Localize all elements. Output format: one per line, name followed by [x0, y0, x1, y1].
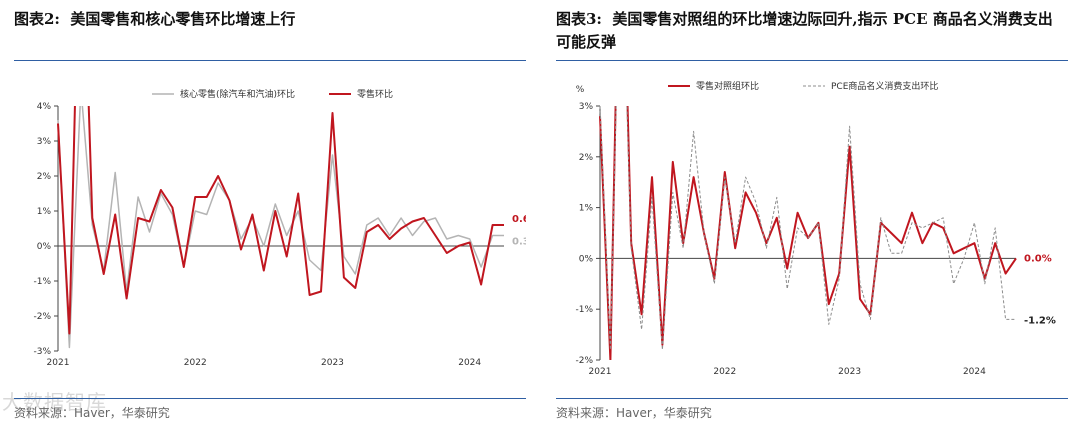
x-tick-label: 2024 — [963, 367, 986, 377]
end-value-label: 0.0% — [1024, 253, 1052, 264]
series-line-1 — [57, 106, 504, 349]
x-tick-label: 2021 — [47, 358, 70, 368]
end-value-label: -1.2% — [1024, 315, 1056, 326]
title-rule — [14, 60, 526, 61]
y-tick-label: -2% — [575, 356, 593, 366]
end-value-label: 0.6% — [512, 214, 526, 225]
y-tick-label: -3% — [33, 347, 51, 357]
figure-title: 图表2: 美国零售和核心零售环比增速上行 — [14, 10, 296, 28]
end-value-label: 0.3% — [512, 237, 526, 248]
source-note: 资料来源：Haver，华泰研究 — [556, 406, 712, 420]
control-group-line-chart: -2% -1% 0% 1% 2% 3%% 2021 2022 2023 2024 零售对照组环比 PC… — [575, 80, 1056, 377]
legend-label: 零售对照组环比 — [696, 80, 759, 92]
x-tick-label: 2023 — [838, 367, 861, 377]
source-rule — [14, 398, 526, 399]
y-unit-label: % — [576, 85, 585, 95]
series-line-2 — [57, 106, 504, 335]
figure-title: 图表3: 美国零售对照组的环比增速边际回升,指示 PCE 商品名义消费支出可能反… — [556, 10, 1053, 51]
chart-panel-control-group: 图表3: 美国零售对照组的环比增速边际回升,指示 PCE 商品名义消费支出可能反… — [556, 0, 1072, 425]
retail-line-chart: -3% -2% -1% 0% 1% 2% 3% 4% 2021 2022 2023 2024 核心零售(… — [33, 88, 526, 368]
y-tick-label: 4% — [37, 102, 52, 112]
series-line-1 — [599, 106, 1017, 360]
y-tick-label: 1% — [579, 204, 594, 214]
legend-label: 零售环比 — [357, 88, 393, 100]
y-tick-label: -2% — [33, 312, 51, 322]
x-tick-label: 2022 — [184, 358, 207, 368]
watermark: 大数据智库 — [2, 390, 107, 414]
series-line-2 — [599, 106, 1016, 351]
x-tick-label: 2023 — [321, 358, 344, 368]
y-tick-label: -1% — [575, 305, 593, 315]
x-tick-label: 2024 — [458, 358, 481, 368]
y-tick-label: 2% — [37, 172, 52, 182]
y-tick-label: 1% — [37, 207, 52, 217]
y-tick-label: 0% — [37, 242, 52, 252]
x-tick-label: 2022 — [713, 367, 736, 377]
chart-panel-retail: 图表2: 美国零售和核心零售环比增速上行 -3% -2% -1% 0% 1% 2% 3% 4%… — [14, 0, 530, 425]
legend-label: 核心零售(除汽车和汽油)环比 — [180, 88, 295, 100]
y-tick-label: 2% — [579, 153, 594, 163]
y-tick-label: 3% — [579, 102, 594, 112]
y-tick-label: -1% — [33, 277, 51, 287]
title-rule — [556, 60, 1068, 61]
source-rule — [556, 398, 1068, 399]
y-tick-label: 3% — [37, 137, 52, 147]
source-note: 资料来源：Haver，华泰研究 — [14, 406, 170, 420]
y-tick-label: 0% — [579, 254, 594, 264]
x-tick-label: 2021 — [589, 367, 612, 377]
legend-label: PCE商品名义消费支出环比 — [831, 80, 938, 92]
